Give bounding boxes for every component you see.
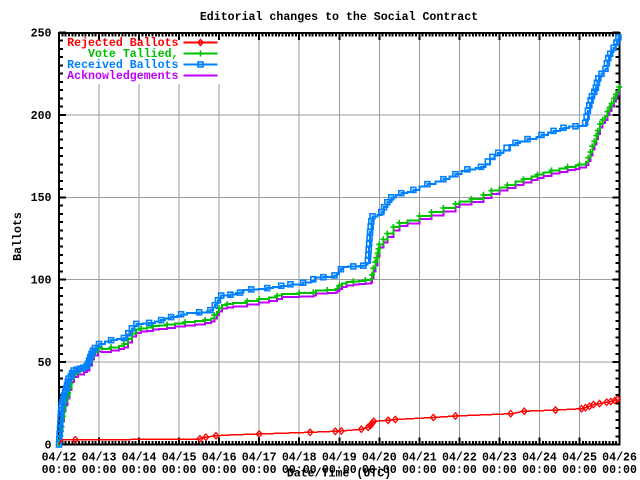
svg-text:04/17: 04/17 (242, 452, 277, 465)
svg-text:50: 50 (38, 357, 52, 370)
svg-text:250: 250 (31, 27, 52, 40)
svg-text:04/18: 04/18 (282, 452, 317, 465)
svg-text:00:00: 00:00 (522, 464, 557, 477)
svg-text:04/25: 04/25 (562, 452, 597, 465)
svg-text:Editorial changes to the Socia: Editorial changes to the Social Contract (200, 11, 478, 24)
svg-text:04/24: 04/24 (522, 452, 557, 465)
svg-text:00:00: 00:00 (162, 464, 197, 477)
svg-text:150: 150 (31, 192, 52, 205)
svg-text:00:00: 00:00 (282, 464, 317, 477)
svg-text:04/19: 04/19 (322, 452, 357, 465)
svg-text:Rejected Ballots: Rejected Ballots (67, 37, 178, 50)
svg-text:200: 200 (31, 110, 52, 123)
svg-text:00:00: 00:00 (42, 464, 77, 477)
svg-text:00:00: 00:00 (322, 464, 357, 477)
svg-text:0: 0 (45, 439, 52, 452)
svg-text:04/14: 04/14 (122, 452, 157, 465)
svg-text:00:00: 00:00 (602, 464, 637, 477)
svg-text:00:00: 00:00 (482, 464, 517, 477)
svg-text:Date/Time (UTC): Date/Time (UTC) (287, 468, 391, 480)
svg-text:00:00: 00:00 (442, 464, 477, 477)
svg-text:Vote Tallied,: Vote Tallied, (88, 48, 178, 61)
svg-text:00:00: 00:00 (402, 464, 437, 477)
svg-text:04/13: 04/13 (82, 452, 117, 465)
svg-text:00:00: 00:00 (242, 464, 277, 477)
svg-text:04/26: 04/26 (602, 452, 637, 465)
svg-text:100: 100 (31, 275, 52, 288)
svg-text:04/20: 04/20 (362, 452, 397, 465)
svg-text:Ballots: Ballots (12, 212, 25, 261)
svg-text:04/21: 04/21 (402, 452, 437, 465)
svg-text:00:00: 00:00 (202, 464, 237, 477)
svg-text:04/22: 04/22 (442, 452, 477, 465)
svg-text:Received Ballots: Received Ballots (67, 59, 178, 72)
svg-text:Acknowledgements: Acknowledgements (67, 70, 178, 83)
svg-text:00:00: 00:00 (362, 464, 397, 477)
svg-text:00:00: 00:00 (122, 464, 157, 477)
svg-text:04/16: 04/16 (202, 452, 237, 465)
svg-text:00:00: 00:00 (562, 464, 597, 477)
svg-text:04/23: 04/23 (482, 452, 517, 465)
svg-text:04/15: 04/15 (162, 452, 197, 465)
svg-text:04/12: 04/12 (42, 452, 77, 465)
svg-text:00:00: 00:00 (82, 464, 117, 477)
